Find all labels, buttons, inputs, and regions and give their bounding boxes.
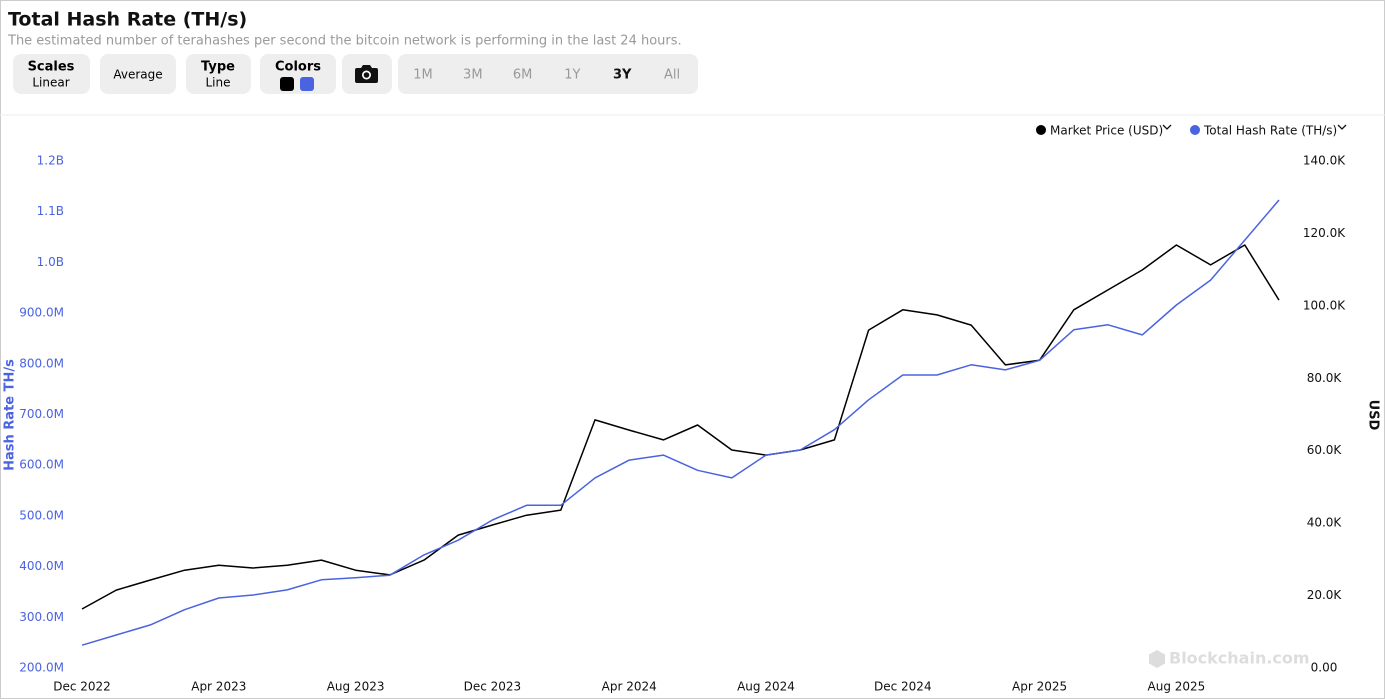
x-tick-label: Aug 2025 bbox=[1148, 680, 1206, 694]
color-swatch bbox=[280, 77, 294, 91]
color-swatch bbox=[300, 77, 314, 91]
y-tick-label: 800.0M bbox=[19, 356, 64, 370]
range-button[interactable]: All bbox=[664, 68, 680, 83]
range-buttons: 1M 3M 6M 1Y 3Y All bbox=[413, 68, 680, 83]
x-tick-label: Apr 2025 bbox=[1012, 680, 1067, 694]
x-tick-label: Dec 2022 bbox=[53, 680, 111, 694]
y-tick-label: 400.0M bbox=[19, 559, 64, 573]
button-value: Line bbox=[205, 76, 230, 90]
chart-title: Total Hash Rate (TH/s) bbox=[8, 9, 247, 31]
y-tick-label: 500.0M bbox=[19, 508, 64, 522]
y2-tick-label: 20.0K bbox=[1307, 588, 1343, 602]
button-label: Scales bbox=[28, 60, 75, 75]
y-tick-label: 600.0M bbox=[19, 458, 64, 472]
x-tick-label: Dec 2024 bbox=[874, 680, 932, 694]
y2-tick-label: 140.0K bbox=[1303, 154, 1346, 168]
y-tick-label: 1.1B bbox=[37, 204, 64, 218]
range-group bbox=[398, 54, 698, 94]
y2-tick-label: 120.0K bbox=[1303, 226, 1346, 240]
x-tick-label: Aug 2023 bbox=[327, 680, 385, 694]
legend-marker bbox=[1190, 125, 1200, 135]
y-tick-label: 900.0M bbox=[19, 306, 64, 320]
y2-tick-label: 40.0K bbox=[1307, 516, 1343, 530]
watermark: Blockchain.com bbox=[1149, 649, 1310, 668]
button-label: Colors bbox=[275, 60, 321, 75]
color-swatches bbox=[280, 77, 314, 91]
button-label: Average bbox=[113, 68, 162, 82]
y-axis-label: Hash Rate TH/s bbox=[3, 359, 18, 471]
legend-chevron bbox=[1162, 124, 1172, 130]
range-button[interactable]: 3M bbox=[463, 68, 483, 83]
legend-marker bbox=[1036, 125, 1046, 135]
y2-tick-label: 100.0K bbox=[1303, 298, 1346, 312]
range-button[interactable]: 1M bbox=[413, 68, 433, 83]
x-tick-label: Apr 2023 bbox=[191, 680, 246, 694]
x-tick-label: Apr 2024 bbox=[602, 680, 657, 694]
average-button[interactable] bbox=[100, 54, 176, 94]
legend-chevron bbox=[1337, 124, 1347, 130]
x-tick-label: Dec 2023 bbox=[464, 680, 522, 694]
y-tick-label: 700.0M bbox=[19, 407, 64, 421]
y-tick-label: 300.0M bbox=[19, 610, 64, 624]
legend-item[interactable]: Market Price (USD) bbox=[1036, 124, 1172, 138]
series-line bbox=[81, 244, 1280, 610]
range-button[interactable]: 1Y bbox=[564, 68, 580, 83]
button-value: Linear bbox=[32, 76, 69, 90]
camera-icon bbox=[355, 65, 378, 83]
button-label: Type bbox=[201, 60, 235, 75]
legend-label: Market Price (USD) bbox=[1050, 124, 1163, 138]
legend-item[interactable]: Total Hash Rate (TH/s) bbox=[1190, 124, 1347, 138]
y2-axis-label: USD bbox=[1366, 400, 1381, 431]
y-tick-label: 1.0B bbox=[37, 255, 64, 269]
x-tick-label: Aug 2024 bbox=[737, 680, 795, 694]
y2-tick-label: 0.00 bbox=[1311, 661, 1338, 675]
y-tick-label: 200.0M bbox=[19, 661, 64, 675]
watermark-text: Blockchain.com bbox=[1169, 649, 1310, 668]
y2-tick-label: 80.0K bbox=[1307, 371, 1343, 385]
series-line bbox=[81, 199, 1280, 646]
type-button[interactable] bbox=[186, 54, 251, 94]
colors-button[interactable] bbox=[260, 54, 336, 94]
scales-button[interactable] bbox=[13, 54, 90, 94]
range-button[interactable]: 3Y bbox=[613, 68, 632, 83]
chart-subtitle: The estimated number of terahashes per s… bbox=[7, 34, 682, 49]
plot: 200.0M 300.0M 400.0M 500.0M 600.0M 700.0M 800.… bbox=[19, 124, 1347, 694]
y-tick-label: 1.2B bbox=[37, 154, 64, 168]
legend-label: Total Hash Rate (TH/s) bbox=[1203, 124, 1337, 138]
y2-tick-label: 60.0K bbox=[1307, 443, 1343, 457]
range-button[interactable]: 6M bbox=[513, 68, 533, 83]
